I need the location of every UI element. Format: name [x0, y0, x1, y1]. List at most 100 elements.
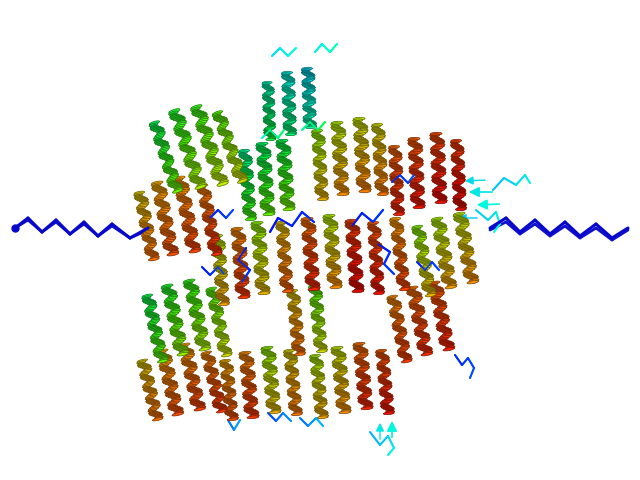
Ellipse shape — [420, 335, 430, 338]
Ellipse shape — [314, 378, 324, 381]
Ellipse shape — [413, 297, 422, 300]
Ellipse shape — [399, 353, 409, 357]
Ellipse shape — [259, 149, 270, 152]
Ellipse shape — [270, 394, 280, 396]
Ellipse shape — [314, 386, 325, 388]
Ellipse shape — [390, 177, 399, 180]
Ellipse shape — [314, 292, 323, 295]
Ellipse shape — [241, 196, 251, 199]
Ellipse shape — [316, 377, 325, 379]
Ellipse shape — [329, 271, 340, 274]
Ellipse shape — [326, 261, 334, 264]
Ellipse shape — [420, 270, 426, 274]
Ellipse shape — [214, 262, 225, 265]
Ellipse shape — [394, 252, 404, 255]
Ellipse shape — [434, 313, 444, 316]
Ellipse shape — [215, 394, 224, 397]
Ellipse shape — [411, 150, 422, 153]
Ellipse shape — [269, 124, 275, 127]
Ellipse shape — [376, 290, 385, 293]
Ellipse shape — [222, 141, 230, 145]
Ellipse shape — [315, 408, 322, 410]
Ellipse shape — [220, 362, 227, 364]
Ellipse shape — [301, 69, 310, 71]
Ellipse shape — [312, 324, 323, 327]
Ellipse shape — [163, 232, 175, 236]
Ellipse shape — [142, 225, 153, 228]
Ellipse shape — [309, 124, 316, 126]
Ellipse shape — [218, 123, 228, 127]
Ellipse shape — [311, 291, 322, 294]
Ellipse shape — [445, 286, 456, 289]
Ellipse shape — [415, 202, 425, 204]
Ellipse shape — [455, 150, 465, 153]
Ellipse shape — [240, 166, 247, 169]
Ellipse shape — [380, 402, 389, 405]
Ellipse shape — [378, 174, 388, 177]
Ellipse shape — [169, 170, 177, 174]
Ellipse shape — [282, 260, 292, 263]
Ellipse shape — [417, 333, 429, 337]
Ellipse shape — [264, 378, 276, 381]
Ellipse shape — [260, 288, 270, 290]
Ellipse shape — [179, 208, 189, 212]
Ellipse shape — [190, 400, 200, 404]
Ellipse shape — [197, 184, 207, 188]
Ellipse shape — [220, 364, 231, 367]
Ellipse shape — [455, 194, 466, 197]
Ellipse shape — [247, 388, 257, 391]
Ellipse shape — [276, 227, 287, 230]
Ellipse shape — [255, 280, 265, 283]
Ellipse shape — [210, 390, 217, 393]
Ellipse shape — [223, 377, 234, 380]
Ellipse shape — [437, 225, 447, 228]
Ellipse shape — [384, 398, 394, 400]
Ellipse shape — [345, 221, 355, 224]
Ellipse shape — [263, 108, 271, 110]
Ellipse shape — [173, 176, 185, 180]
Ellipse shape — [380, 393, 390, 396]
Ellipse shape — [314, 341, 321, 344]
Ellipse shape — [293, 409, 302, 412]
Ellipse shape — [355, 272, 362, 275]
Ellipse shape — [371, 283, 380, 286]
Ellipse shape — [245, 218, 256, 221]
Ellipse shape — [232, 241, 244, 244]
Ellipse shape — [412, 225, 422, 228]
Ellipse shape — [370, 234, 381, 237]
Ellipse shape — [358, 169, 370, 172]
Ellipse shape — [201, 353, 210, 356]
Ellipse shape — [337, 392, 349, 395]
Ellipse shape — [355, 166, 365, 169]
Ellipse shape — [278, 156, 285, 159]
Ellipse shape — [376, 132, 385, 134]
Ellipse shape — [410, 303, 417, 306]
Ellipse shape — [143, 368, 152, 372]
Ellipse shape — [435, 291, 445, 295]
Ellipse shape — [156, 349, 168, 353]
Ellipse shape — [358, 350, 368, 353]
Ellipse shape — [357, 160, 369, 163]
Ellipse shape — [204, 210, 214, 214]
Ellipse shape — [258, 259, 268, 262]
Ellipse shape — [289, 105, 295, 108]
Ellipse shape — [410, 198, 420, 201]
Ellipse shape — [393, 246, 404, 249]
Ellipse shape — [264, 390, 275, 393]
Ellipse shape — [302, 236, 312, 239]
Ellipse shape — [142, 236, 151, 240]
Ellipse shape — [282, 290, 293, 293]
Ellipse shape — [287, 369, 298, 372]
Ellipse shape — [292, 310, 302, 312]
Ellipse shape — [311, 131, 321, 133]
Ellipse shape — [171, 330, 178, 333]
Ellipse shape — [436, 250, 446, 253]
Ellipse shape — [431, 299, 441, 302]
Ellipse shape — [458, 177, 465, 180]
Ellipse shape — [373, 286, 384, 289]
Ellipse shape — [205, 361, 216, 365]
Ellipse shape — [244, 174, 253, 177]
Ellipse shape — [403, 358, 412, 361]
Ellipse shape — [420, 265, 431, 269]
Ellipse shape — [289, 296, 300, 299]
